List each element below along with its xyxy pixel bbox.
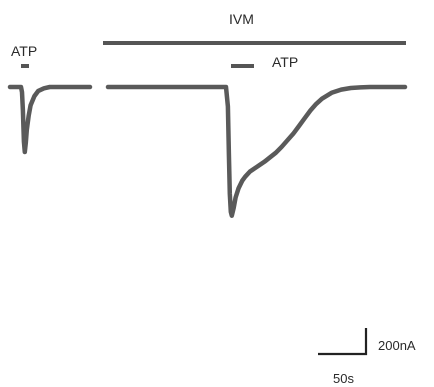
scale-bar-time-label: 50s <box>333 371 354 386</box>
current-trace-ivm-plus-atp <box>105 84 408 218</box>
atp-left-label: ATP <box>11 43 37 59</box>
current-trace-atp-alone <box>7 84 93 155</box>
scale-bar <box>318 328 368 356</box>
atp-right-label: ATP <box>272 54 298 70</box>
ivm-label: IVM <box>229 11 254 27</box>
scale-bar-current-label: 200nA <box>378 338 416 353</box>
